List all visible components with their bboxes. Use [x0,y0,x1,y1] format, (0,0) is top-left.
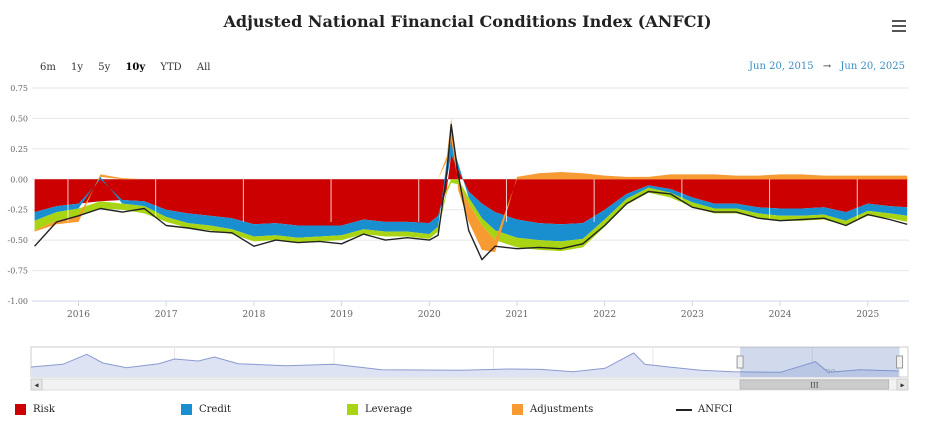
area-adjustments[interactable] [34,118,908,253]
y-tick-label: 0.00 [10,175,28,184]
y-tick-label: -0.50 [7,236,28,245]
y-tick-label: -1.00 [7,297,28,306]
legend-item-leverage[interactable]: Leverage [347,404,412,415]
range-button-all[interactable]: All [196,62,211,73]
arrow-right-icon: → [822,61,832,72]
legend-swatch-adjustments [512,404,523,415]
legend-label-adjustments: Adjustments [530,404,594,415]
area-risk[interactable] [34,154,908,226]
legend-label-anfci: ANFCI [698,404,733,415]
legend-item-adjustments[interactable]: Adjustments [512,404,593,415]
legend-item-credit[interactable]: Credit [181,404,231,415]
navigator-series-fill [31,353,899,377]
range-button-6m[interactable]: 6m [40,62,56,73]
range-selector: 6m 1y 5y 10y YTD All [40,62,222,73]
x-tick-label: 2025 [856,310,879,320]
hamburger-menu-icon[interactable] [892,20,906,32]
scrollbar-left-button[interactable] [30,378,43,391]
scrollbar-grip-icon: III [810,382,819,390]
navigator-selection[interactable] [740,347,900,377]
legend-item-risk[interactable]: Risk [15,404,55,415]
y-tick-label: -0.75 [7,267,28,276]
range-button-10y[interactable]: 10y [125,62,146,73]
chart-plot: 0.75 0.50 0.25 0.00 -0.25 -0.50 -0.75 -1.00 201… [7,84,909,391]
x-tick-label: 2022 [593,310,616,320]
legend-label-credit: Credit [199,404,231,415]
date-to-input[interactable]: Jun 20, 2025 [840,61,905,72]
navigator-series-line [30,352,899,373]
chart-title: Adjusted National Financial Conditions I… [223,12,712,31]
x-tick-label: 2023 [681,310,704,320]
legend-swatch-risk [15,404,26,415]
x-tick-label: 2021 [506,310,529,320]
x-tick-label: 2024 [769,310,792,320]
scrollbar-right-button[interactable] [896,378,909,391]
range-button-5y[interactable]: 5y [98,62,111,73]
legend-item-anfci[interactable]: ANFCI [676,404,733,415]
x-tick-label: 2020 [418,310,441,320]
y-tick-label: 0.25 [10,145,28,154]
legend-line-anfci [676,408,692,411]
date-from-input[interactable]: Jun 20, 2015 [749,61,814,72]
line-anfci[interactable] [34,123,908,261]
x-tick-label: 2017 [155,310,178,320]
scroll-right-arrow-icon: ▸ [900,381,904,390]
x-tick-label: 2018 [242,310,265,320]
range-button-1y[interactable]: 1y [71,62,84,73]
y-tick-label: 0.50 [10,114,28,123]
range-button-ytd[interactable]: YTD [160,62,182,73]
y-tick-label: 0.75 [10,84,28,93]
navigator-handle-right[interactable] [896,355,904,369]
scroll-left-arrow-icon: ◂ [34,381,38,390]
date-range-inputs: Jun 20, 2015 → Jun 20, 2025 [749,61,905,72]
legend-swatch-credit [181,404,192,415]
legend-label-risk: Risk [33,404,55,415]
x-tick-label: 2019 [330,310,353,320]
scrollbar-thumb[interactable] [739,379,890,390]
y-tick-label: -0.25 [7,206,28,215]
legend-label-leverage: Leverage [365,404,413,415]
x-tick-label: 2016 [67,310,90,320]
legend-swatch-leverage [347,404,358,415]
navigator-handle-left[interactable] [736,355,744,369]
